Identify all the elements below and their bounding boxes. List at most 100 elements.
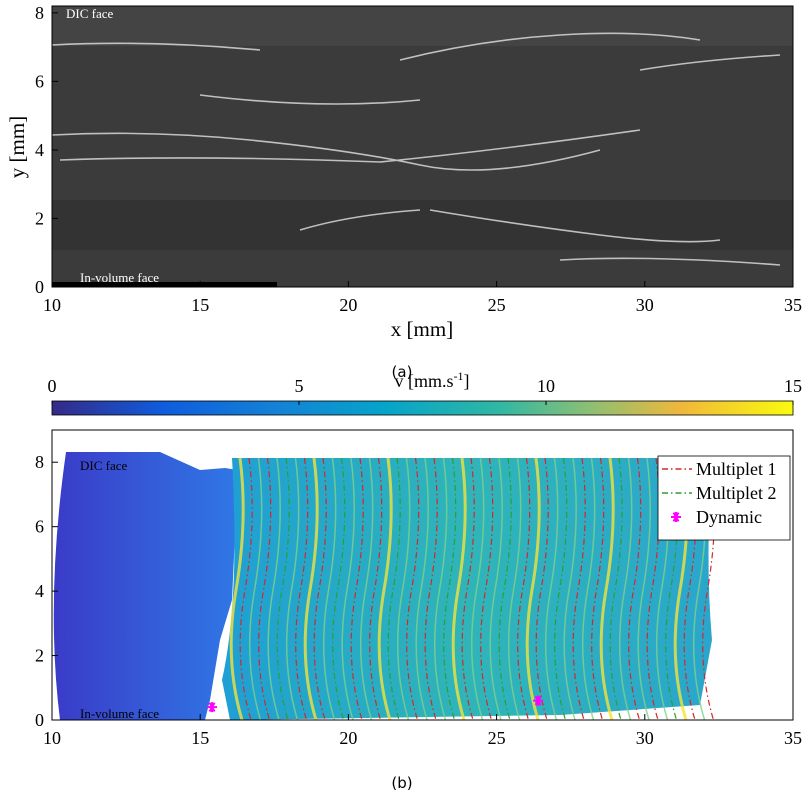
velocity-stripe [470,457,485,720]
front-line [461,457,475,720]
colorbar [51,400,794,416]
velocity-stripe [618,457,633,720]
velocity-stripe [322,457,337,720]
grayscale-image [52,6,793,287]
front-line [276,457,290,720]
x-tick-label: 25 [488,295,506,315]
front-line [387,457,401,720]
y-tick-label: 0 [35,710,44,730]
y-tick-label: 4 [35,140,44,160]
velocity-stripe [341,457,355,720]
front-line [239,457,253,720]
velocity-stripe [396,457,411,720]
x-axis-label: x [mm] [391,317,453,341]
velocity-stripe [377,457,393,720]
front-line [480,457,494,720]
colorbar-tick-label: 5 [295,376,304,396]
front-line [406,457,420,720]
caption: (a) [392,363,413,381]
colorbar-label: v [mm.s-1] [394,369,469,391]
velocity-stripe [248,457,263,720]
plot-frame [51,429,794,721]
y-axis-label: y [mm] [5,116,29,178]
velocity-stripe [525,457,541,720]
y-tick-label: 8 [35,452,44,472]
dynamic-point [671,512,681,522]
y-tick-label: 8 [35,3,44,23]
annotation: In-volume face [80,706,159,721]
front-line [443,457,457,720]
y-tick-label: 0 [35,277,44,297]
velocity-stripe [415,457,429,720]
caption: (b) [391,774,412,792]
velocity-stripe [507,457,522,720]
front-line [332,457,346,720]
front-line [572,457,586,720]
annotation: In-volume face [80,270,159,285]
colorbar-tick-label: 10 [537,376,555,396]
colorbar-label-suffix: ] [464,371,470,391]
x-tick-label: 30 [636,295,654,315]
front-line [702,457,716,720]
velocity-stripe [451,457,467,720]
x-tick-label: 15 [191,295,209,315]
front-line [609,457,623,720]
x-tick-label: 35 [784,728,802,748]
y-tick-label: 6 [35,71,44,91]
plot-frame [51,5,794,288]
colorbar-tick-label: 0 [48,376,57,396]
front-line [554,457,568,720]
x-tick-label: 30 [636,728,654,748]
x-tick-label: 10 [43,728,61,748]
velocity-stripe [563,457,577,720]
velocity-stripe [359,457,374,720]
velocity-field [53,452,716,720]
y-tick-label: 2 [35,208,44,228]
front-line [628,457,642,720]
x-tick-label: 35 [784,295,802,315]
x-tick-label: 20 [339,295,357,315]
velocity-stripe [229,457,245,720]
front-line [591,457,605,720]
velocity-stripe [267,457,281,720]
velocity-stripe [285,457,300,720]
dynamic-point [533,695,544,706]
x-tick-label: 10 [43,295,61,315]
front-line [369,457,383,720]
annotation: DIC face [66,6,114,21]
front-line [683,457,697,720]
legend-label: Multiplet 2 [696,483,777,503]
legend-label: Dynamic [696,507,762,527]
velocity-stripe [544,457,559,720]
colorbar-label-sup: -1 [454,369,464,383]
y-tick-label: 4 [35,581,44,601]
annotation: DIC face [80,458,128,473]
front-line [313,457,327,720]
front-line [535,457,549,720]
front-line [258,457,272,720]
colorbar-tick-label: 15 [784,376,802,396]
x-tick-label: 15 [191,728,209,748]
x-tick-label: 25 [488,728,506,748]
front-line [295,457,309,720]
legend [657,455,791,541]
velocity-stripe [433,457,448,720]
colorbar-label-text: v [mm.s [394,371,453,391]
velocity-stripe [599,457,615,720]
velocity-stripe [637,457,651,720]
y-tick-label: 2 [35,646,44,666]
x-tick-label: 20 [339,728,357,748]
front-line [498,457,512,720]
dynamic-point [207,702,218,713]
front-line [646,457,660,720]
velocity-stripe [303,457,319,720]
legend-label: Multiplet 1 [696,459,777,479]
velocity-stripe [581,457,596,720]
front-line [517,457,531,720]
front-line [350,457,364,720]
velocity-stripe [489,457,503,720]
y-tick-label: 6 [35,517,44,537]
front-line [665,457,679,720]
front-line [424,457,438,720]
